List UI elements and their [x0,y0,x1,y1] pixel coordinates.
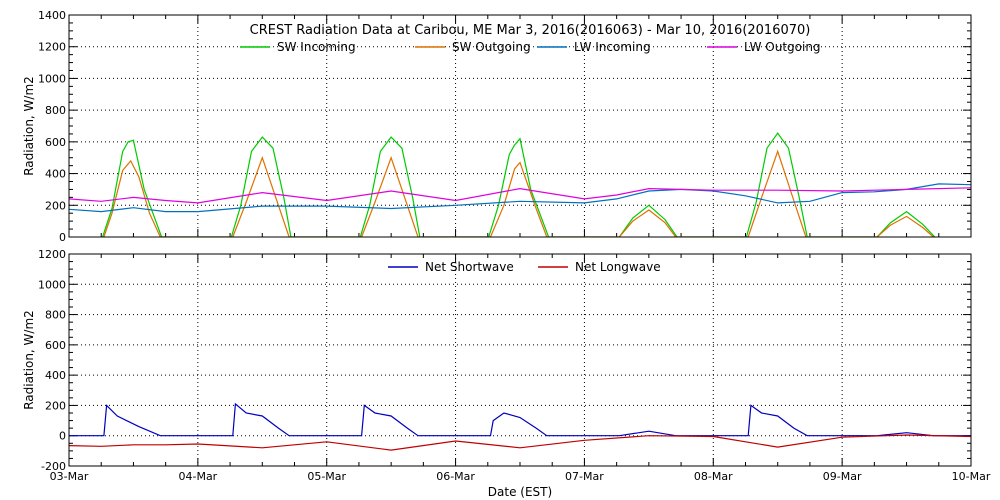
legend-label: Net Longwave [575,260,661,274]
series-line [69,187,971,204]
x-tick-label: 10-Mar [952,470,991,483]
y-tick-label: 600 [45,136,66,149]
y-axis-label: Radiation, W/m2 [22,310,36,410]
y-tick-label: 0 [59,430,66,443]
legend-label: LW Outgoing [744,40,821,54]
plot-frame [68,253,972,467]
legend-label: LW Incoming [574,40,651,54]
y-tick-label: 1000 [38,278,66,291]
series-line [69,183,971,213]
series-line [103,149,934,237]
x-tick-label: 03-Mar [50,470,89,483]
plot-frame [68,14,972,238]
y-tick-label: 600 [45,339,66,352]
x-tick-label: 04-Mar [178,470,217,483]
legend-label: Net Shortwave [425,260,514,274]
chart-panels: 0 200 400 600 800 1000 1200 1400 Radiation, W/m2… [22,9,991,483]
y-tick-label: 1200 [38,248,66,261]
y-tick-label: 1000 [38,72,66,85]
x-tick-label: 07-Mar [565,470,604,483]
y-tick-label: 400 [45,168,66,181]
y-tick-label: 1400 [38,9,66,22]
series-line [69,434,971,451]
y-tick-label: 0 [59,231,66,244]
series-line [69,402,971,437]
y-tick-label: -200 [41,460,66,473]
x-axis-label: Date (EST) [488,485,552,499]
y-tick-label: 800 [45,309,66,322]
legend-label: SW Incoming [277,40,356,54]
x-tick-label: 09-Mar [823,470,862,483]
panel-1: 0 200 400 600 800 1000 1200 1400 Radiation, W/m2… [22,9,972,244]
chart-title: CREST Radiation Data at Caribou, ME Mar … [250,23,811,38]
x-tick-label: 05-Mar [307,470,346,483]
legend-label: SW Outgoing [452,40,531,54]
y-tick-label: 800 [45,104,66,117]
x-tick-label: 08-Mar [694,470,733,483]
y-tick-label: 200 [45,199,66,212]
panel-2: -200 0 200 400 600 800 1000 1200 Radiation, W/m2… [22,248,972,473]
y-tick-label: 1200 [38,41,66,54]
y-tick-label: 400 [45,369,66,382]
y-axis-label: Radiation, W/m2 [22,76,36,176]
x-tick-label: 06-Mar [436,470,475,483]
series-line [102,132,936,237]
y-tick-label: 200 [45,399,66,412]
